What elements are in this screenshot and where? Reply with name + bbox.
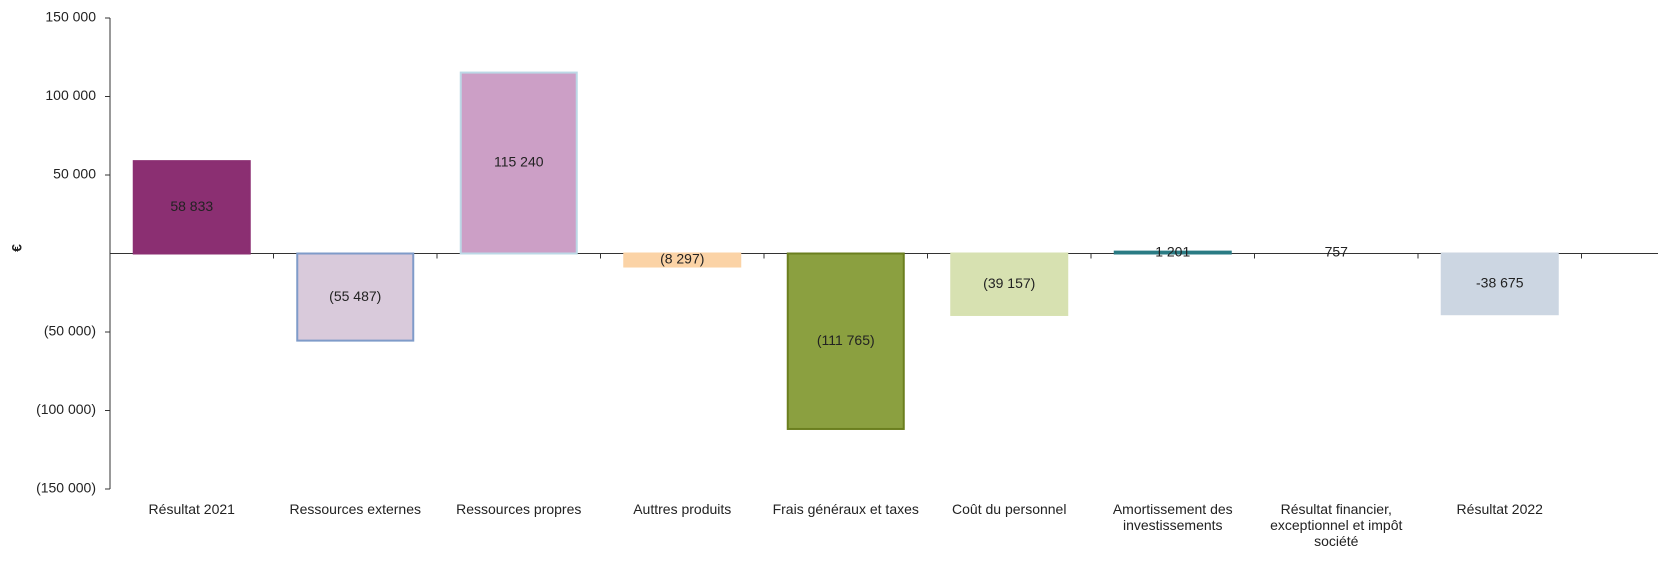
y-tick-label: (150 000) — [36, 480, 96, 496]
value-label: (39 157) — [983, 275, 1035, 291]
x-tick-label: Auttres produits — [633, 501, 732, 517]
x-tick-label: Résultat 2022 — [1456, 501, 1543, 517]
x-tick-label: Frais généraux et taxes — [772, 501, 919, 517]
bar — [1113, 250, 1232, 255]
x-tick-label: Résultat financier, exceptionnel et impô… — [1270, 501, 1403, 549]
y-tick-label: 50 000 — [53, 166, 96, 182]
x-tick-label: Résultat 2021 — [148, 501, 235, 517]
value-label: 115 240 — [494, 154, 544, 170]
bar — [1440, 252, 1559, 316]
bar — [623, 252, 742, 268]
x-tick-label: Coût du personnel — [952, 501, 1067, 517]
y-tick-label: (100 000) — [36, 401, 96, 417]
value-label: (111 765) — [817, 332, 875, 348]
value-label: 58 833 — [170, 198, 213, 214]
value-label: -38 675 — [1476, 275, 1524, 291]
y-tick-label: (50 000) — [44, 323, 96, 339]
bar — [459, 71, 578, 255]
value-label: (55 487) — [329, 288, 381, 304]
value-label: 757 — [1325, 244, 1349, 260]
x-tick-label: Ressources externes — [289, 501, 421, 517]
y-tick-label: 150 000 — [45, 9, 96, 25]
x-tick-label: Amortissement des investissements — [1112, 501, 1233, 533]
bar — [950, 252, 1069, 316]
y-tick-label: 100 000 — [45, 87, 96, 103]
y-axis-label: € — [9, 244, 25, 252]
bar — [786, 252, 905, 430]
x-tick-label: Ressources propres — [456, 501, 582, 517]
bar — [132, 160, 251, 255]
bar — [296, 252, 415, 342]
value-label: 1 201 — [1155, 243, 1190, 259]
value-label: (8 297) — [660, 251, 704, 267]
